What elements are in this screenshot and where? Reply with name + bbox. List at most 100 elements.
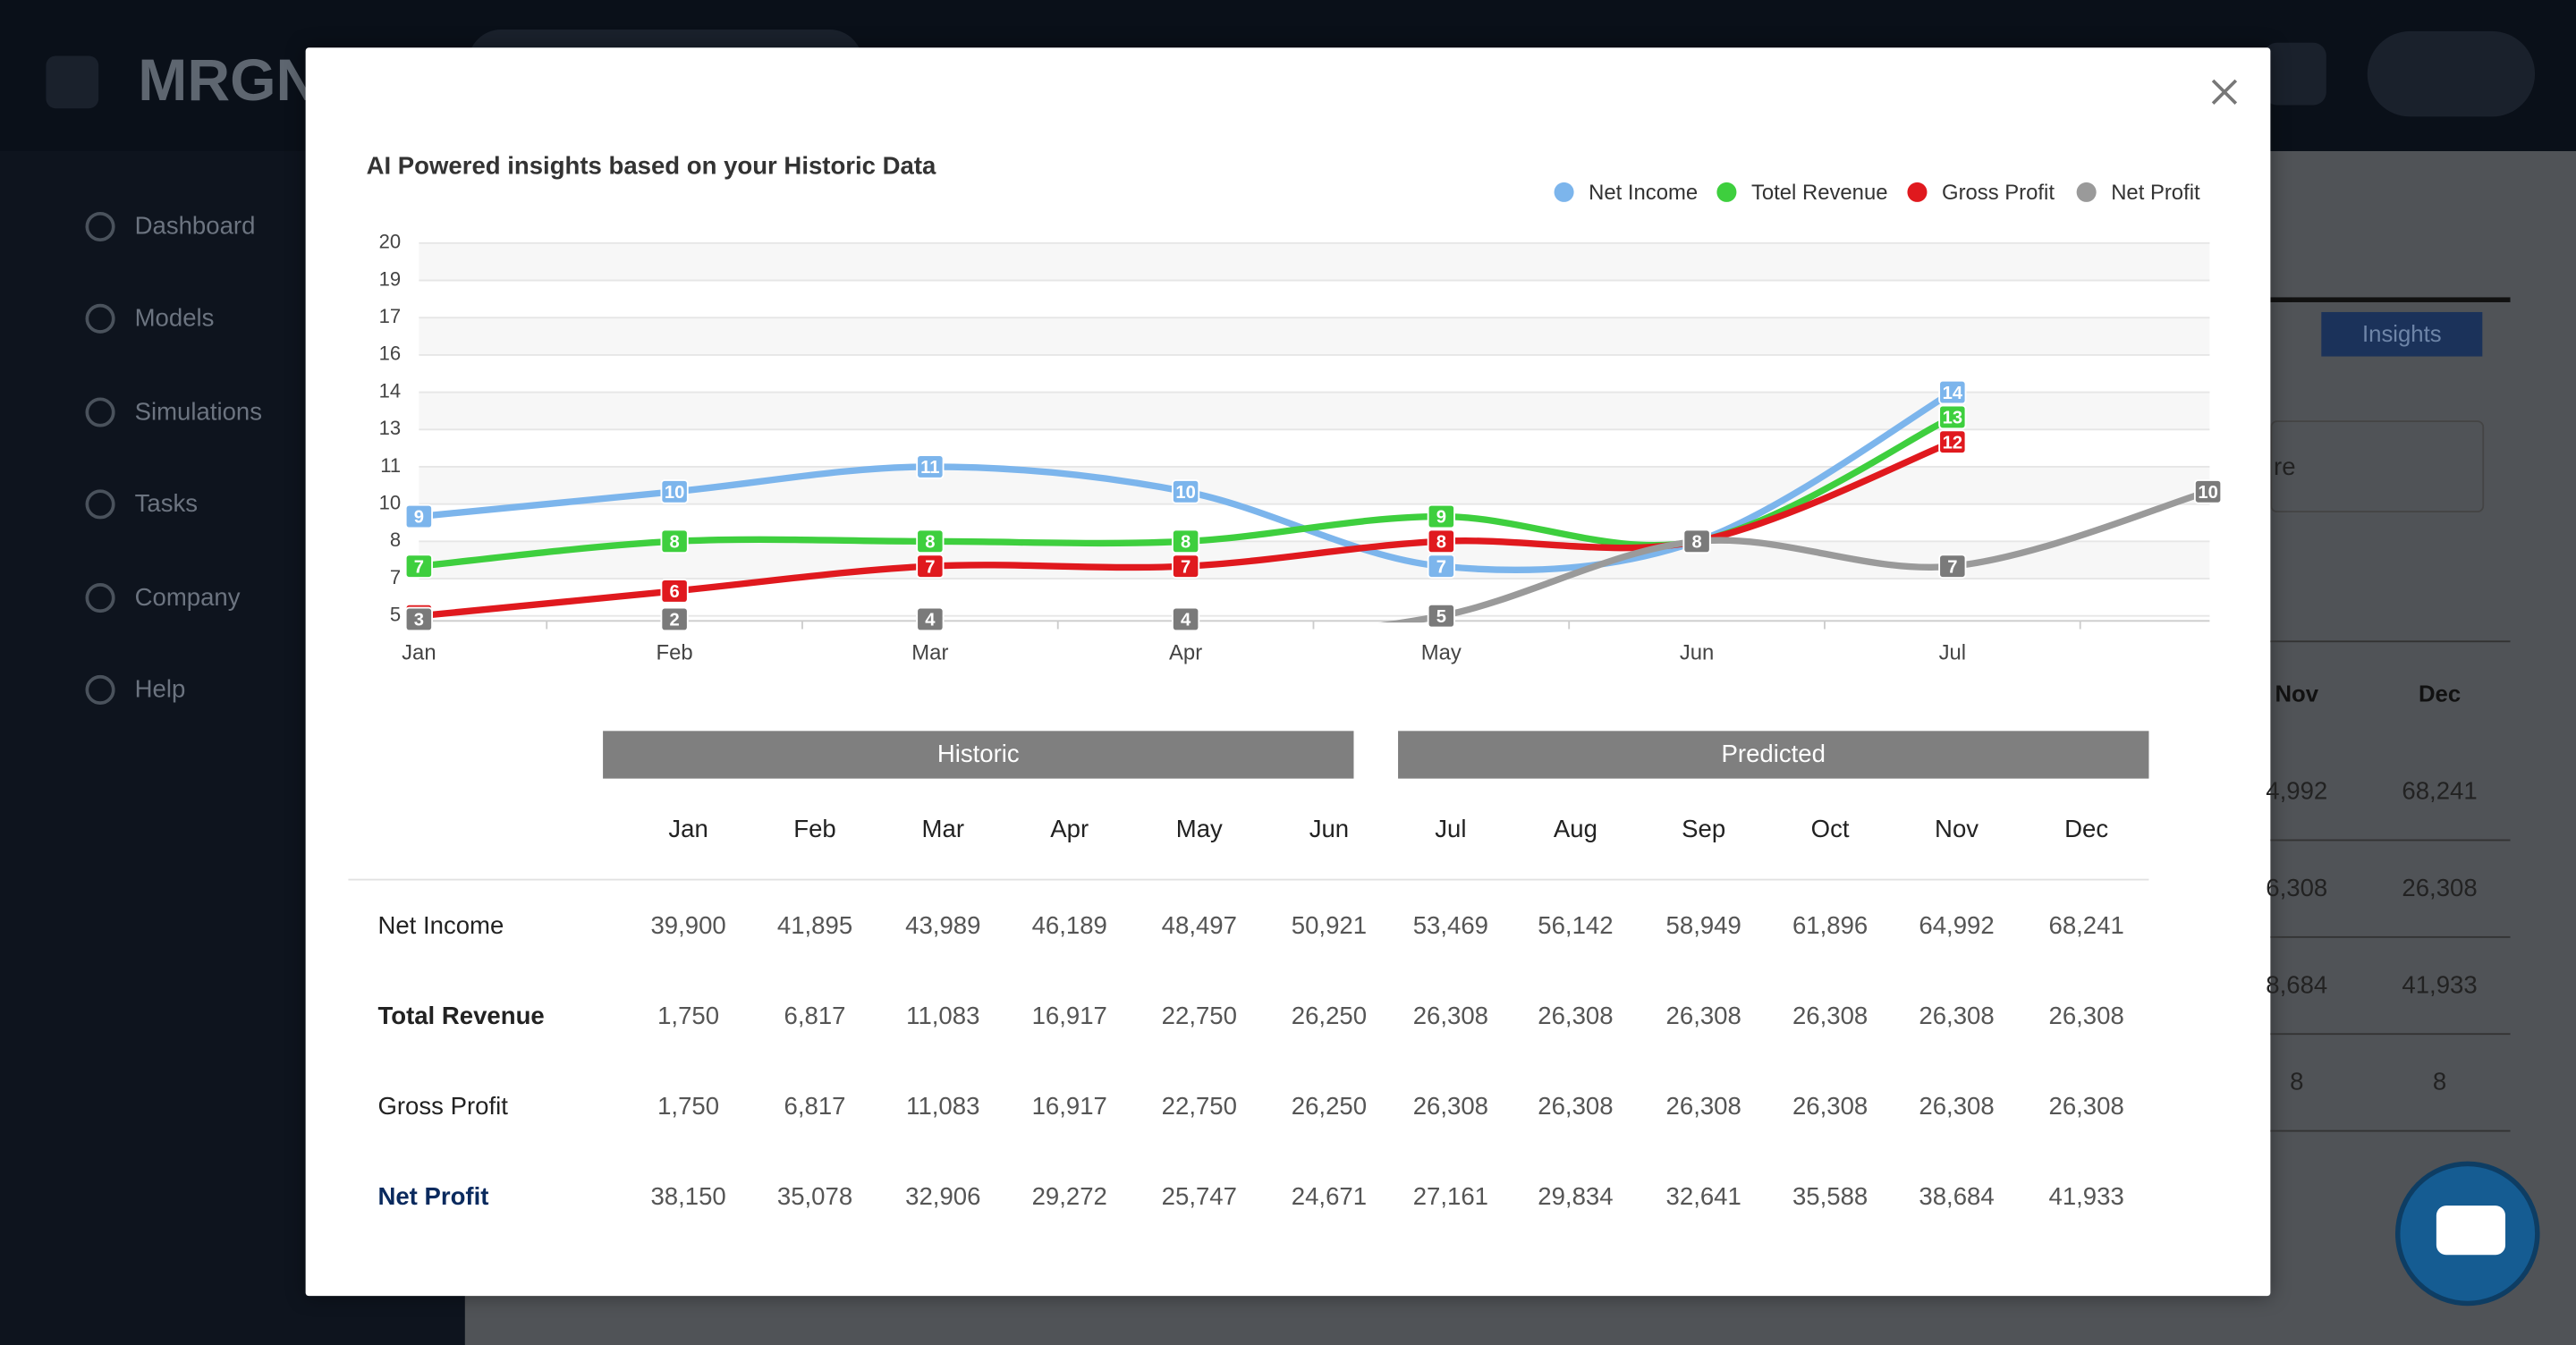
- menu-icon: [85, 211, 115, 242]
- x-tick-label: Mar: [911, 640, 948, 664]
- table-cell: 35,078: [776, 1183, 853, 1212]
- table-cell: 38,150: [650, 1183, 726, 1212]
- data-label-box: [660, 478, 689, 504]
- table-cell: 22,750: [1161, 1093, 1237, 1121]
- table-cell: 26,308: [2048, 1093, 2124, 1121]
- grid-band: [419, 541, 2210, 579]
- row-label: Net Profit: [377, 1183, 489, 1212]
- table-cell: 48,497: [1161, 912, 1237, 941]
- data-label: 14: [1943, 384, 1963, 403]
- y-tick-label: 8: [390, 529, 401, 551]
- row-label: Net Income: [377, 912, 504, 941]
- x-tick-label: Jul: [1939, 640, 1966, 664]
- legend-label: Totel Revenue: [1751, 181, 1888, 205]
- group-header: Predicted: [1398, 731, 2149, 779]
- data-label-box: [1938, 379, 1967, 405]
- chat-button[interactable]: [2394, 1161, 2540, 1307]
- grid-band: [419, 242, 2210, 281]
- data-label: 8: [669, 533, 679, 553]
- legend-label: Gross Profit: [1942, 181, 2055, 205]
- x-tick-label: Jun: [1680, 640, 1714, 664]
- close-button[interactable]: [2211, 79, 2238, 106]
- grid-band: [419, 392, 2210, 430]
- table-cell: 26,308: [2048, 1002, 2124, 1031]
- data-label-box: [1938, 429, 1967, 454]
- y-tick-label: 19: [379, 267, 402, 290]
- x-tick-label: Jan: [402, 640, 436, 664]
- y-tick-label: 16: [379, 343, 402, 365]
- y-tick-label: 20: [379, 231, 402, 253]
- data-label: 8: [1181, 533, 1191, 553]
- data-label-box: [916, 554, 945, 579]
- legend-marker: [2076, 182, 2097, 202]
- table-cell: 53,469: [1412, 912, 1488, 941]
- table-cell: 29,272: [1031, 1183, 1107, 1212]
- x-tick-label: Apr: [1169, 640, 1202, 664]
- notification-button[interactable]: [2264, 42, 2326, 106]
- bg-line: [2270, 839, 2511, 842]
- column-header: Mar: [921, 815, 965, 844]
- data-label: 5: [1436, 607, 1446, 627]
- table-cell: 26,250: [1291, 1002, 1368, 1031]
- data-label: 3: [414, 611, 424, 630]
- column-header: Sep: [1682, 815, 1726, 844]
- data-label-box: [1427, 529, 1455, 554]
- table-cell: 58,949: [1665, 912, 1741, 941]
- table-cell: 50,921: [1291, 912, 1368, 941]
- table-cell: 32,641: [1665, 1183, 1741, 1212]
- table-cell: 6,817: [784, 1002, 846, 1031]
- data-label: 4: [1181, 611, 1191, 630]
- table-cell: 26,250: [1291, 1093, 1368, 1121]
- chart-title: AI Powered insights based on your Histor…: [367, 152, 936, 180]
- bg-cell: 8: [2290, 1068, 2304, 1097]
- data-label-box: [1427, 603, 1455, 629]
- data-label: 7: [1436, 557, 1446, 577]
- data-label-box: [404, 503, 433, 529]
- table-cell: 68,241: [2048, 912, 2124, 941]
- data-label: 9: [1436, 508, 1446, 528]
- y-tick-label: 14: [379, 379, 402, 402]
- data-label: 4: [925, 611, 936, 630]
- background-panel: [2270, 297, 2511, 302]
- menu-item: Simulations: [134, 398, 263, 427]
- data-label-box: [404, 554, 433, 579]
- table-cell: 16,917: [1031, 1002, 1107, 1031]
- row-label: Total Revenue: [377, 1002, 545, 1031]
- table-cell: 25,747: [1161, 1183, 1237, 1212]
- menu-item: Help: [134, 675, 186, 705]
- table-cell: 26,308: [1919, 1093, 1995, 1121]
- data-label: 9: [414, 508, 424, 528]
- select-box[interactable]: [2270, 420, 2485, 513]
- y-tick-label: 10: [379, 491, 402, 513]
- data-label-box: [916, 606, 945, 632]
- table-cell: 24,671: [1291, 1183, 1368, 1212]
- data-label-box: [660, 529, 689, 554]
- bg-cell: 26,308: [2402, 875, 2478, 903]
- table-cell: 26,308: [1792, 1093, 1868, 1121]
- table-cell: 11,083: [906, 1002, 980, 1031]
- bg-line: [2270, 935, 2511, 938]
- table-cell: 38,684: [1919, 1183, 1995, 1212]
- data-label: 10: [665, 483, 684, 503]
- legend-label: Net Profit: [2111, 181, 2200, 205]
- table-cell: 41,933: [2048, 1183, 2124, 1212]
- menu-item: Dashboard: [134, 212, 256, 241]
- chart: AI Powered insights based on your Histor…: [367, 79, 2238, 664]
- data-label: 10: [2198, 483, 2217, 503]
- table-cell: 43,989: [905, 912, 981, 941]
- insights-button[interactable]: Insights: [2321, 311, 2483, 357]
- data-label-box: [1171, 478, 1200, 504]
- menu-button[interactable]: [46, 55, 99, 109]
- menu-icon: [85, 397, 115, 427]
- y-tick-label: 5: [390, 604, 401, 626]
- table-cell: 26,308: [1538, 1002, 1614, 1031]
- row-label: Gross Profit: [377, 1093, 508, 1121]
- data-label: 13: [1943, 409, 1962, 428]
- bg-cell: 8,684: [2266, 971, 2328, 1000]
- column-header: Dec: [2064, 815, 2109, 844]
- menu-item: Company: [134, 583, 241, 612]
- y-tick-label: 13: [379, 417, 402, 439]
- profile-box[interactable]: [2367, 30, 2536, 117]
